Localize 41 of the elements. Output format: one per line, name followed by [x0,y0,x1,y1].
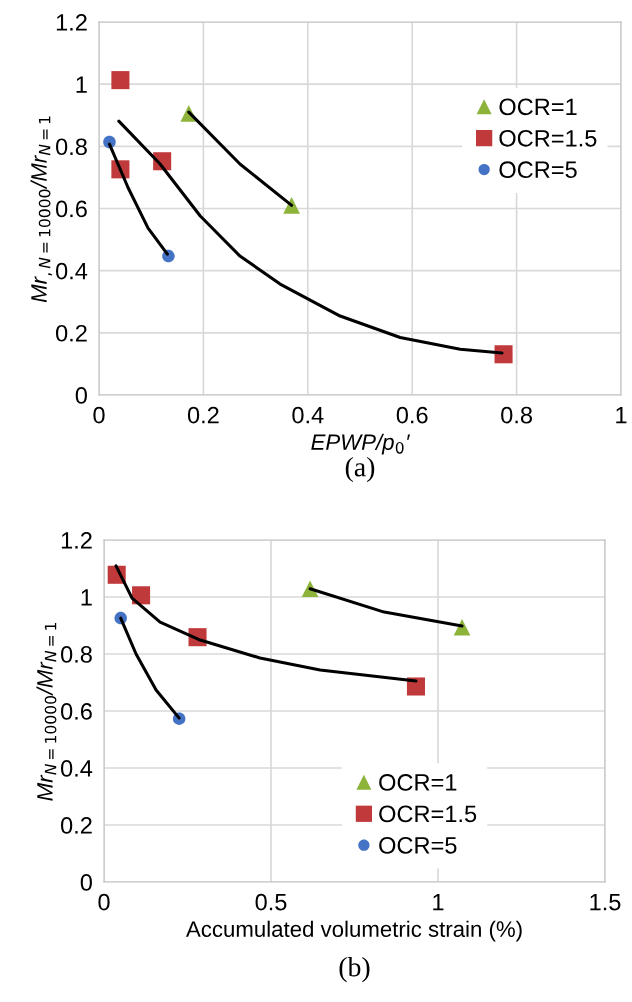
legend-label: OCR=1 [499,98,577,116]
legend-label: OCR=1.5 [379,805,477,823]
y-axis-title: Mr$_{,N=10000}$/Mr$_{N=1}$ [30,116,53,303]
y-tick-label: 0.6 [60,703,92,720]
legend-label: OCR=5 [499,161,577,179]
legend-label: OCR=1.5 [499,129,597,147]
y-tick-label: 0.6 [55,200,87,218]
y-tick-label: 0.8 [55,138,87,156]
legend-label: OCR=5 [379,837,457,854]
point [111,71,130,90]
y-tick-label: 1.2 [61,532,92,549]
point [494,345,513,364]
y-tick-label: 0.8 [60,646,92,663]
x-tick-label: 1 [433,893,444,911]
x-tick-label: 0.5 [255,893,287,911]
x-tick-label: 1 [616,406,627,424]
y-tick-label: 1 [76,76,87,93]
y-tick-label: 0.4 [55,262,88,280]
x-tick-label: 0.4 [292,406,324,424]
x-tick-label: 0.8 [501,406,532,424]
point [132,586,151,605]
y-tick-label: 0.4 [60,760,93,777]
x-tick-label: 0.2 [187,406,219,424]
text: (a) [345,456,375,483]
text: (b) [339,956,370,983]
y-tick-label: 0.2 [60,817,92,834]
y-tick-label: 1 [81,589,92,606]
y-tick-label: 0 [75,387,87,404]
point [406,677,425,696]
y-tick-label: 1.2 [56,14,87,31]
legend-label: OCR=1 [379,774,457,791]
point [453,618,471,636]
x-axis-title: Accumulated volumetric strain (%) [185,920,522,942]
x-tick-label: 0 [98,893,110,911]
x-tick-label: 0 [93,406,105,424]
y-tick-label: 0 [80,874,92,891]
y-axis-title: Mr$_{N=10000}$/Mr$_{N=1}$ [36,622,57,801]
x-tick-label: 0.6 [396,406,428,424]
x-axis-title: EPWP/p$_{0}$′ [311,433,411,455]
x-tick-label: 1.5 [590,893,621,911]
y-tick-label: 0.2 [55,324,87,342]
